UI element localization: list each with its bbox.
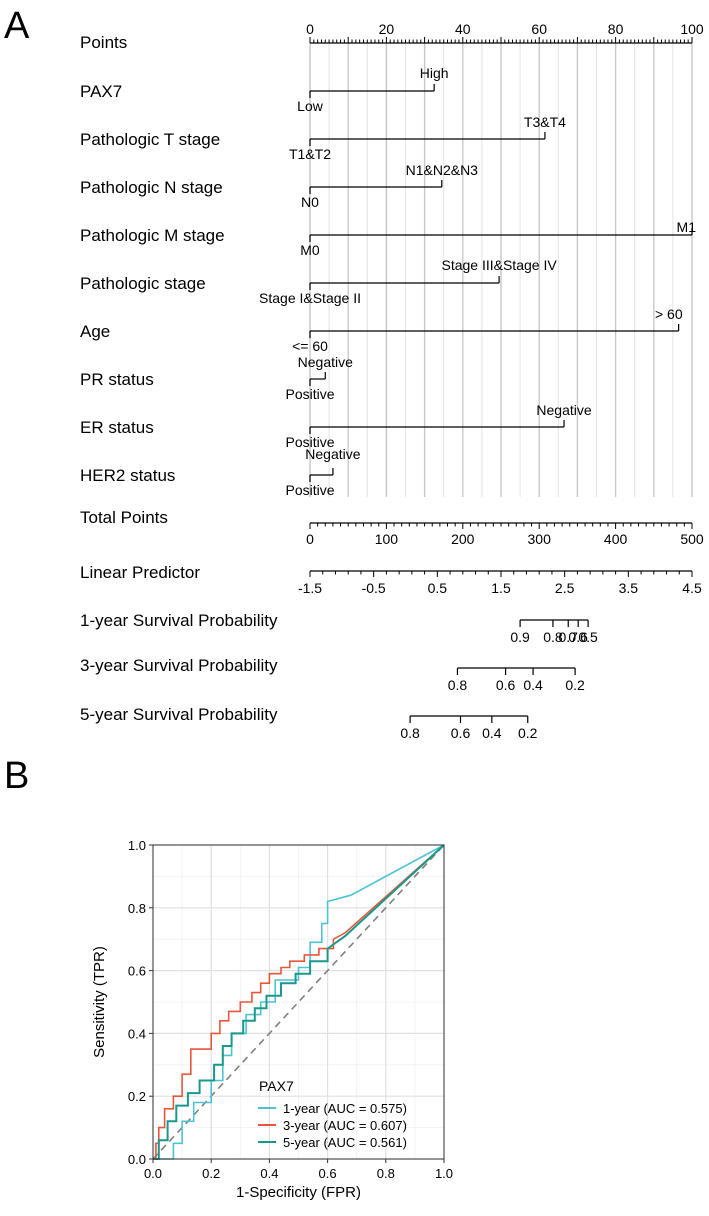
roc-y-tick-label: 0.2 bbox=[128, 1089, 146, 1104]
variable-level-label: <= 60 bbox=[292, 338, 328, 354]
points-tick-label: 80 bbox=[608, 21, 624, 37]
points-tick-label: 20 bbox=[379, 21, 395, 37]
roc-y-tick-label: 0.8 bbox=[128, 901, 146, 916]
survival-tick-label: 0.8 bbox=[448, 677, 468, 693]
roc-y-tick-label: 1.0 bbox=[128, 838, 146, 853]
roc-chart: 0.00.0 0.2 0.2 0.4 0.4 0.6 0.6 0.8 0.8 1.0 1.0 1-Sp… bbox=[91, 838, 453, 1201]
variable-level-label: N0 bbox=[301, 194, 319, 210]
row-label: Pathologic M stage bbox=[80, 226, 225, 245]
row-label: PR status bbox=[80, 370, 154, 389]
roc-series-line bbox=[153, 844, 445, 1160]
row-label: Age bbox=[80, 322, 110, 341]
survival-tick-label: 0.8 bbox=[400, 725, 420, 741]
row-label: 5-year Survival Probability bbox=[80, 705, 278, 724]
total-points-tick-label: 100 bbox=[375, 531, 399, 547]
roc-legend-entry: 1-year (AUC = 0.575) bbox=[283, 1101, 407, 1116]
row-label: Pathologic N stage bbox=[80, 178, 223, 197]
row-label: 3-year Survival Probability bbox=[80, 656, 278, 675]
roc-series-line bbox=[153, 844, 445, 1160]
total-points-tick-label: 300 bbox=[528, 531, 552, 547]
linear-predictor-tick-label: 1.5 bbox=[491, 580, 511, 596]
roc-series-line bbox=[153, 844, 445, 1160]
roc-legend-entry: 5-year (AUC = 0.561) bbox=[283, 1135, 407, 1150]
survival-tick-label: 0.9 bbox=[510, 629, 530, 645]
survival-tick-label: 0.2 bbox=[518, 725, 538, 741]
nomogram: Points 0 20 40 60 80 100 PAX7 Low High Pathologic … bbox=[80, 21, 704, 741]
linear-predictor-tick-label: 3.5 bbox=[619, 580, 639, 596]
roc-y-tick-label: 0.0 bbox=[128, 1152, 146, 1167]
row-label: Linear Predictor bbox=[80, 563, 200, 582]
variable-level-label: Positive bbox=[285, 482, 334, 498]
variable-level-label: > 60 bbox=[655, 306, 683, 322]
points-tick-label: 0 bbox=[306, 21, 314, 37]
variable-level-label: N1&N2&N3 bbox=[406, 162, 479, 178]
variable-level-label: Negative bbox=[305, 446, 360, 462]
survival-tick-label: 0.6 bbox=[568, 629, 588, 645]
total-points-tick-label: 400 bbox=[604, 531, 628, 547]
variable-level-label: T3&T4 bbox=[524, 114, 566, 130]
survival-tick-label: 0.5 bbox=[578, 629, 598, 645]
panel-a-label: A bbox=[4, 5, 30, 47]
variable-level-label: Negative bbox=[298, 354, 353, 370]
survival-tick-label: 0.4 bbox=[482, 725, 502, 741]
variable-level-label: Stage I&Stage II bbox=[259, 290, 361, 306]
roc-y-tick-label: 0.4 bbox=[128, 1026, 146, 1041]
linear-predictor-tick-label: 0.5 bbox=[428, 580, 448, 596]
variable-level-label: Stage III&Stage IV bbox=[441, 257, 557, 273]
survival-tick-label: 0.2 bbox=[565, 677, 585, 693]
variable-level-label: Positive bbox=[285, 434, 334, 450]
roc-legend-title: PAX7 bbox=[259, 1078, 294, 1094]
roc-y-tick-label: 0.6 bbox=[128, 964, 146, 979]
row-label: 1-year Survival Probability bbox=[80, 611, 278, 630]
variable-level-label: Low bbox=[297, 98, 324, 114]
row-label: Pathologic T stage bbox=[80, 130, 220, 149]
roc-y-axis-label: Sensitivity (TPR) bbox=[91, 946, 108, 1058]
panel-b-label: B bbox=[4, 755, 29, 797]
roc-x-tick-label: 0.2 bbox=[202, 1166, 220, 1181]
survival-tick-label: 0.6 bbox=[496, 677, 516, 693]
total-points-tick-label: 200 bbox=[451, 531, 475, 547]
roc-legend-entry: 3-year (AUC = 0.607) bbox=[283, 1118, 407, 1133]
variable-level-label: M1 bbox=[677, 219, 697, 235]
roc-plot-border bbox=[152, 844, 445, 1160]
row-label: PAX7 bbox=[80, 82, 122, 101]
points-tick-label: 40 bbox=[455, 21, 471, 37]
row-label: ER status bbox=[80, 418, 154, 437]
roc-x-tick-label: 1.0 bbox=[435, 1166, 453, 1181]
survival-tick-label: 0.6 bbox=[451, 725, 471, 741]
row-label: HER2 status bbox=[80, 466, 175, 485]
row-label: Points bbox=[80, 33, 127, 52]
total-points-tick-label: 500 bbox=[680, 531, 704, 547]
roc-x-axis-label: 1-Specificity (FPR) bbox=[236, 1184, 361, 1201]
row-label: Total Points bbox=[80, 508, 168, 527]
linear-predictor-tick-label: 4.5 bbox=[682, 580, 702, 596]
points-tick-label: 100 bbox=[680, 21, 704, 37]
row-label: Pathologic stage bbox=[80, 274, 206, 293]
survival-tick-label: 0.8 bbox=[543, 629, 563, 645]
variable-level-label: High bbox=[420, 65, 449, 81]
linear-predictor-tick-label: -0.5 bbox=[362, 580, 386, 596]
survival-tick-label: 0.4 bbox=[523, 677, 543, 693]
linear-predictor-tick-label: 2.5 bbox=[555, 580, 575, 596]
points-tick-label: 60 bbox=[531, 21, 547, 37]
roc-x-tick-label: 0.6 bbox=[319, 1166, 337, 1181]
variable-level-label: M0 bbox=[300, 242, 320, 258]
variable-level-label: Positive bbox=[285, 386, 334, 402]
roc-x-tick-label: 0.4 bbox=[260, 1166, 278, 1181]
variable-level-label: T1&T2 bbox=[289, 146, 331, 162]
total-points-tick-label: 0 bbox=[306, 531, 314, 547]
survival-tick-label: 0.7 bbox=[558, 629, 578, 645]
roc-x-tick-label: 0.8 bbox=[377, 1166, 395, 1181]
variable-level-label: Negative bbox=[536, 402, 591, 418]
linear-predictor-tick-label: -1.5 bbox=[298, 580, 322, 596]
roc-x-tick-label: 0.0 bbox=[144, 1166, 162, 1181]
